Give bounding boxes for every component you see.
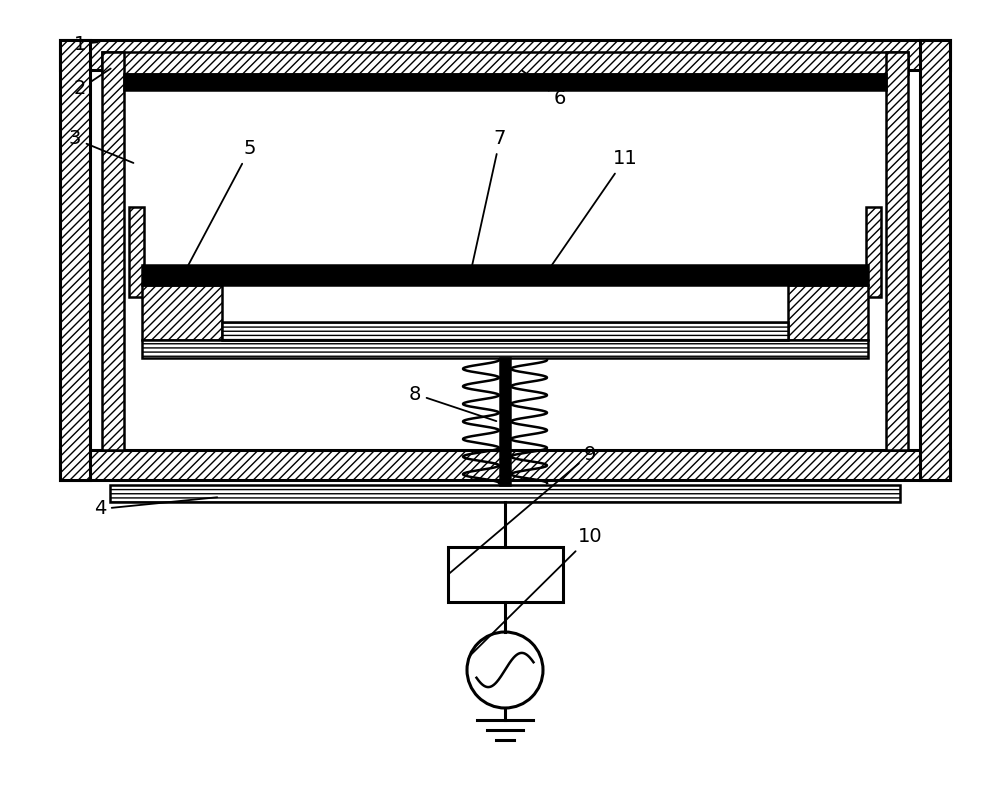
Bar [886,52,908,450]
Bar [124,74,886,90]
Bar [920,40,950,480]
Circle shape [467,632,543,708]
Text: 6: 6 [522,70,566,109]
Text: 10: 10 [469,527,602,657]
Bar [142,265,868,285]
Bar [60,40,950,70]
Bar [500,358,510,485]
Bar [102,52,908,74]
Text: 3: 3 [69,129,133,163]
Text: 7: 7 [471,129,506,272]
Bar [102,52,124,450]
Bar [866,207,881,297]
Text: 11: 11 [547,149,637,272]
Text: 4: 4 [94,497,217,519]
Bar [142,285,222,340]
Bar [142,340,868,358]
Text: 2: 2 [74,69,111,98]
Bar [60,450,950,480]
Bar [448,547,562,602]
Text: 1: 1 [74,34,97,54]
Text: 5: 5 [183,140,256,275]
Bar [129,207,144,297]
Text: 8: 8 [409,384,496,421]
Bar [60,40,90,480]
Bar [222,322,788,340]
Bar [110,485,900,502]
Text: 9: 9 [450,444,596,573]
Bar [788,285,868,340]
